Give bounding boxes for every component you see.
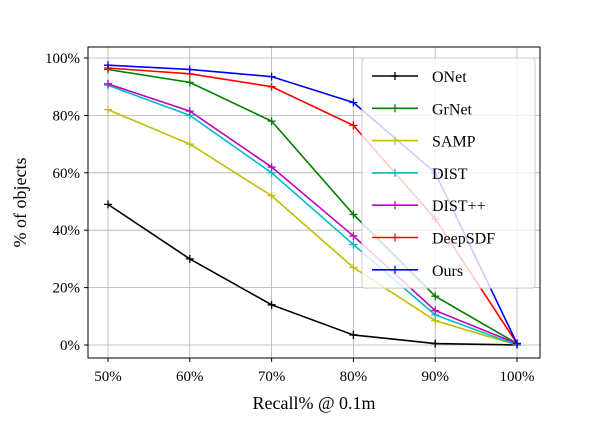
data-point-ours [185,65,194,74]
data-point-grnet [267,117,276,126]
x-tick-label: 60% [176,369,204,385]
legend-label: Ours [432,263,463,280]
data-point-samp [349,263,358,272]
series-line-grnet [107,68,518,345]
data-point-grnet [349,210,358,219]
data-point-samp [104,105,112,114]
plot-frame [87,46,541,359]
data-point-distplusplus [267,163,276,172]
data-point-dist [349,240,358,249]
x-axis-label: Recall% @ 0.1m [252,393,375,413]
legend-marker [391,233,399,242]
y-tick-label: 80% [53,108,81,124]
data-point-ours [104,61,112,70]
data-point-ours [349,98,358,107]
data-point-distplusplus [431,306,440,315]
legend-label: GrNet [432,101,473,118]
data-point-onet [431,339,440,348]
data-point-ours [267,72,276,81]
x-tick-label: 50% [94,369,122,385]
legend-marker [391,136,399,145]
data-point-deepsdf [349,121,358,130]
data-point-onet [104,200,112,209]
legend-marker [391,72,399,80]
data-point-samp [267,191,276,200]
y-tick-label: 20% [53,281,81,297]
axis-ticks: 50% 60% 70% 80% 90% 100% 0% 20% 40% 60% 80% 100% [45,51,535,385]
legend-item-grnet: GrNet [372,101,473,118]
legend-item-ours: Ours [372,263,463,280]
series-line-dist [107,84,518,346]
data-point-onet [267,300,276,309]
legend-marker [391,168,399,177]
data-point-distplusplus [349,231,358,240]
series-line-samp [107,108,518,346]
y-tick-label: 100% [45,51,80,67]
data-point-distplusplus [104,79,112,88]
legend-label: DIST [432,166,468,183]
legend-box [361,57,536,289]
legend-marker [391,265,399,274]
legend-label: SAMP [432,134,476,151]
x-tick-label: 90% [421,369,449,385]
y-axis-label: % of objects [10,158,30,248]
y-tick-label: 60% [53,166,81,182]
legend-label: DIST++ [432,198,486,215]
data-point-grnet [431,292,440,301]
series-line-onet [107,203,518,346]
y-tick-label: 40% [53,223,81,239]
legend-item-samp: SAMP [372,134,476,151]
legend: ONet GrNet SAMP DIST DIST++ DeepSDF Ours [361,57,536,289]
x-tick-label: 100% [500,369,535,385]
legend-label: DeepSDF [432,231,495,248]
legend-label: ONet [432,69,467,86]
data-point-deepsdf [267,82,276,91]
data-point-onet [185,254,194,263]
legend-item-dist: DIST [372,166,468,183]
series-line-distplusplus [107,83,518,345]
data-point-onet [349,330,358,339]
legend-item-onet: ONet [372,69,467,86]
data-point-samp [185,140,194,149]
data-point-grnet [185,78,194,87]
legend-marker [391,201,399,210]
data-point-distplusplus [185,107,194,116]
y-tick-label: 0% [60,338,80,354]
x-tick-label: 70% [258,369,286,385]
legend-item-deepsdf: DeepSDF [372,231,495,248]
legend-marker [391,104,399,113]
legend-item-distplusplus: DIST++ [372,198,486,215]
x-tick-label: 80% [340,369,368,385]
data-point-ours [513,339,521,348]
